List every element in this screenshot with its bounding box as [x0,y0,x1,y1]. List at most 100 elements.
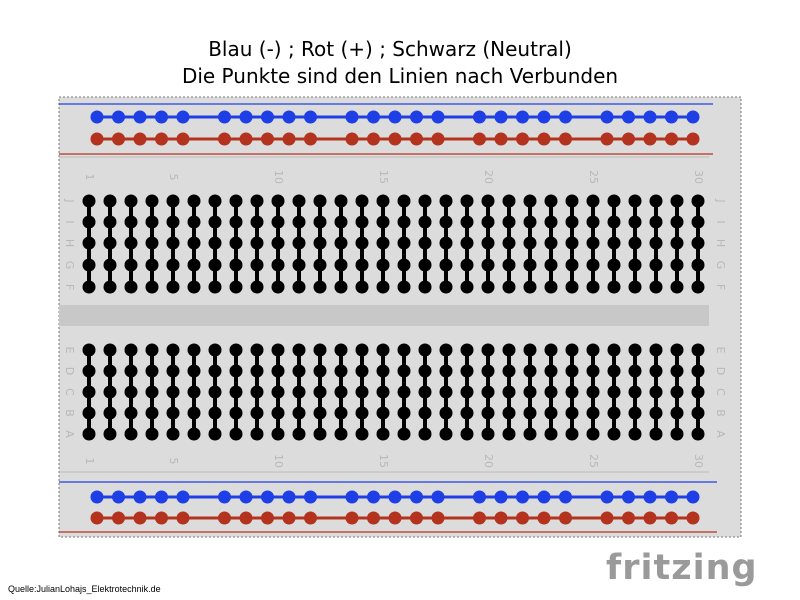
top-blue-rail-dot [261,110,274,124]
upper-hole-dot [460,280,474,294]
upper-hole-dot [145,258,159,272]
lower-hole-dot [691,406,705,420]
lower-hole-dot [166,343,180,357]
bottom-red-rail-dot [367,511,380,525]
left-row-letter-label: G [63,261,76,270]
top-red-rail-dot [537,132,551,146]
upper-hole-dot [229,258,243,272]
top-red-rail-dot [410,132,423,146]
upper-hole-dot [208,215,222,229]
lower-hole-dot [313,385,327,399]
lower-hole-dot [271,364,285,378]
upper-hole-dot [271,280,285,294]
legend-line-colors: Blau (-) ; Rot (+) ; Schwarz (Neutral) [208,37,572,61]
bottom-blue-rail-dot [367,490,380,504]
top-red-rail-dot [665,132,678,146]
top-blue-rail-dot [686,110,700,124]
bottom-red-rail-dot [643,511,657,525]
top-red-rail-dot [431,132,445,146]
bottom-blue-rail-dot [112,490,125,504]
top-blue-rail-dot [112,110,125,124]
upper-hole-dot [481,236,495,250]
upper-hole-dot [313,236,327,250]
upper-hole-dot [187,194,201,208]
upper-hole-dot [313,280,327,294]
upper-hole-dot [670,258,684,272]
lower-hole-dot [670,406,684,420]
top-blue-rail-dot [133,110,147,124]
lower-hole-dot [565,427,579,441]
upper-hole-dot [586,258,600,272]
lower-hole-dot [439,385,453,399]
upper-hole-dot [292,215,306,229]
lower-hole-dot [670,385,684,399]
upper-hole-dot [691,258,705,272]
upper-hole-dot [355,236,369,250]
lower-hole-dot [460,343,474,357]
upper-hole-dot [355,258,369,272]
lower-hole-dot [208,406,222,420]
lower-hole-dot [502,364,516,378]
right-row-letter-label: J [714,198,727,202]
top-red-rail-dot [282,132,296,146]
upper-hole-dot [313,258,327,272]
upper-hole-dot [481,258,495,272]
upper-hole-dot [670,280,684,294]
lower-hole-dot [544,364,558,378]
upper-hole-dot [271,215,285,229]
lower-hole-dot [460,406,474,420]
upper-hole-dot [376,194,390,208]
lower-hole-dot [103,427,117,441]
lower-hole-dot [628,343,642,357]
left-row-letter-label: H [63,239,76,247]
bottom-column-number-label: 1 [83,458,96,465]
upper-hole-dot [376,236,390,250]
lower-hole-dot [376,385,390,399]
lower-hole-dot [271,427,285,441]
lower-hole-dot [292,427,306,441]
top-red-rail-dot [600,132,614,146]
lower-hole-dot [418,385,432,399]
upper-hole-dot [439,236,453,250]
lower-hole-dot [649,406,663,420]
upper-hole-dot [565,258,579,272]
bottom-blue-rail-dot [686,490,700,504]
upper-hole-dot [523,215,537,229]
upper-hole-dot [313,194,327,208]
lower-hole-dot [376,364,390,378]
upper-hole-dot [586,236,600,250]
upper-hole-dot [691,215,705,229]
upper-hole-dot [460,215,474,229]
upper-hole-dot [544,236,558,250]
right-row-letter-label: B [714,409,727,417]
lower-hole-dot [607,427,621,441]
upper-hole-dot [166,280,180,294]
lower-hole-dot [334,343,348,357]
upper-hole-dot [670,215,684,229]
top-blue-rail-dot [622,110,635,124]
lower-hole-dot [565,406,579,420]
upper-hole-dot [439,194,453,208]
upper-hole-dot [355,215,369,229]
bottom-red-rail-dot [176,511,190,525]
upper-hole-dot [565,280,579,294]
lower-hole-dot [229,364,243,378]
lower-hole-dot [166,364,180,378]
upper-hole-dot [523,194,537,208]
top-red-rail-dot [643,132,657,146]
lower-hole-dot [187,364,201,378]
upper-hole-dot [439,280,453,294]
top-column-number-label: 5 [167,174,180,181]
upper-hole-dot [376,215,390,229]
lower-hole-dot [649,385,663,399]
top-blue-rail-dot [218,110,231,124]
source-credit: Quelle:JulianLohajs_Elektrotechnik.de [8,584,161,594]
lower-hole-dot [208,364,222,378]
lower-hole-dot [334,406,348,420]
bottom-red-rail-dot [537,511,551,525]
top-column-number-label: 30 [692,170,705,184]
left-row-letter-label: I [63,220,76,223]
lower-hole-dot [691,364,705,378]
upper-hole-dot [607,215,621,229]
bottom-red-rail-dot [112,511,125,525]
